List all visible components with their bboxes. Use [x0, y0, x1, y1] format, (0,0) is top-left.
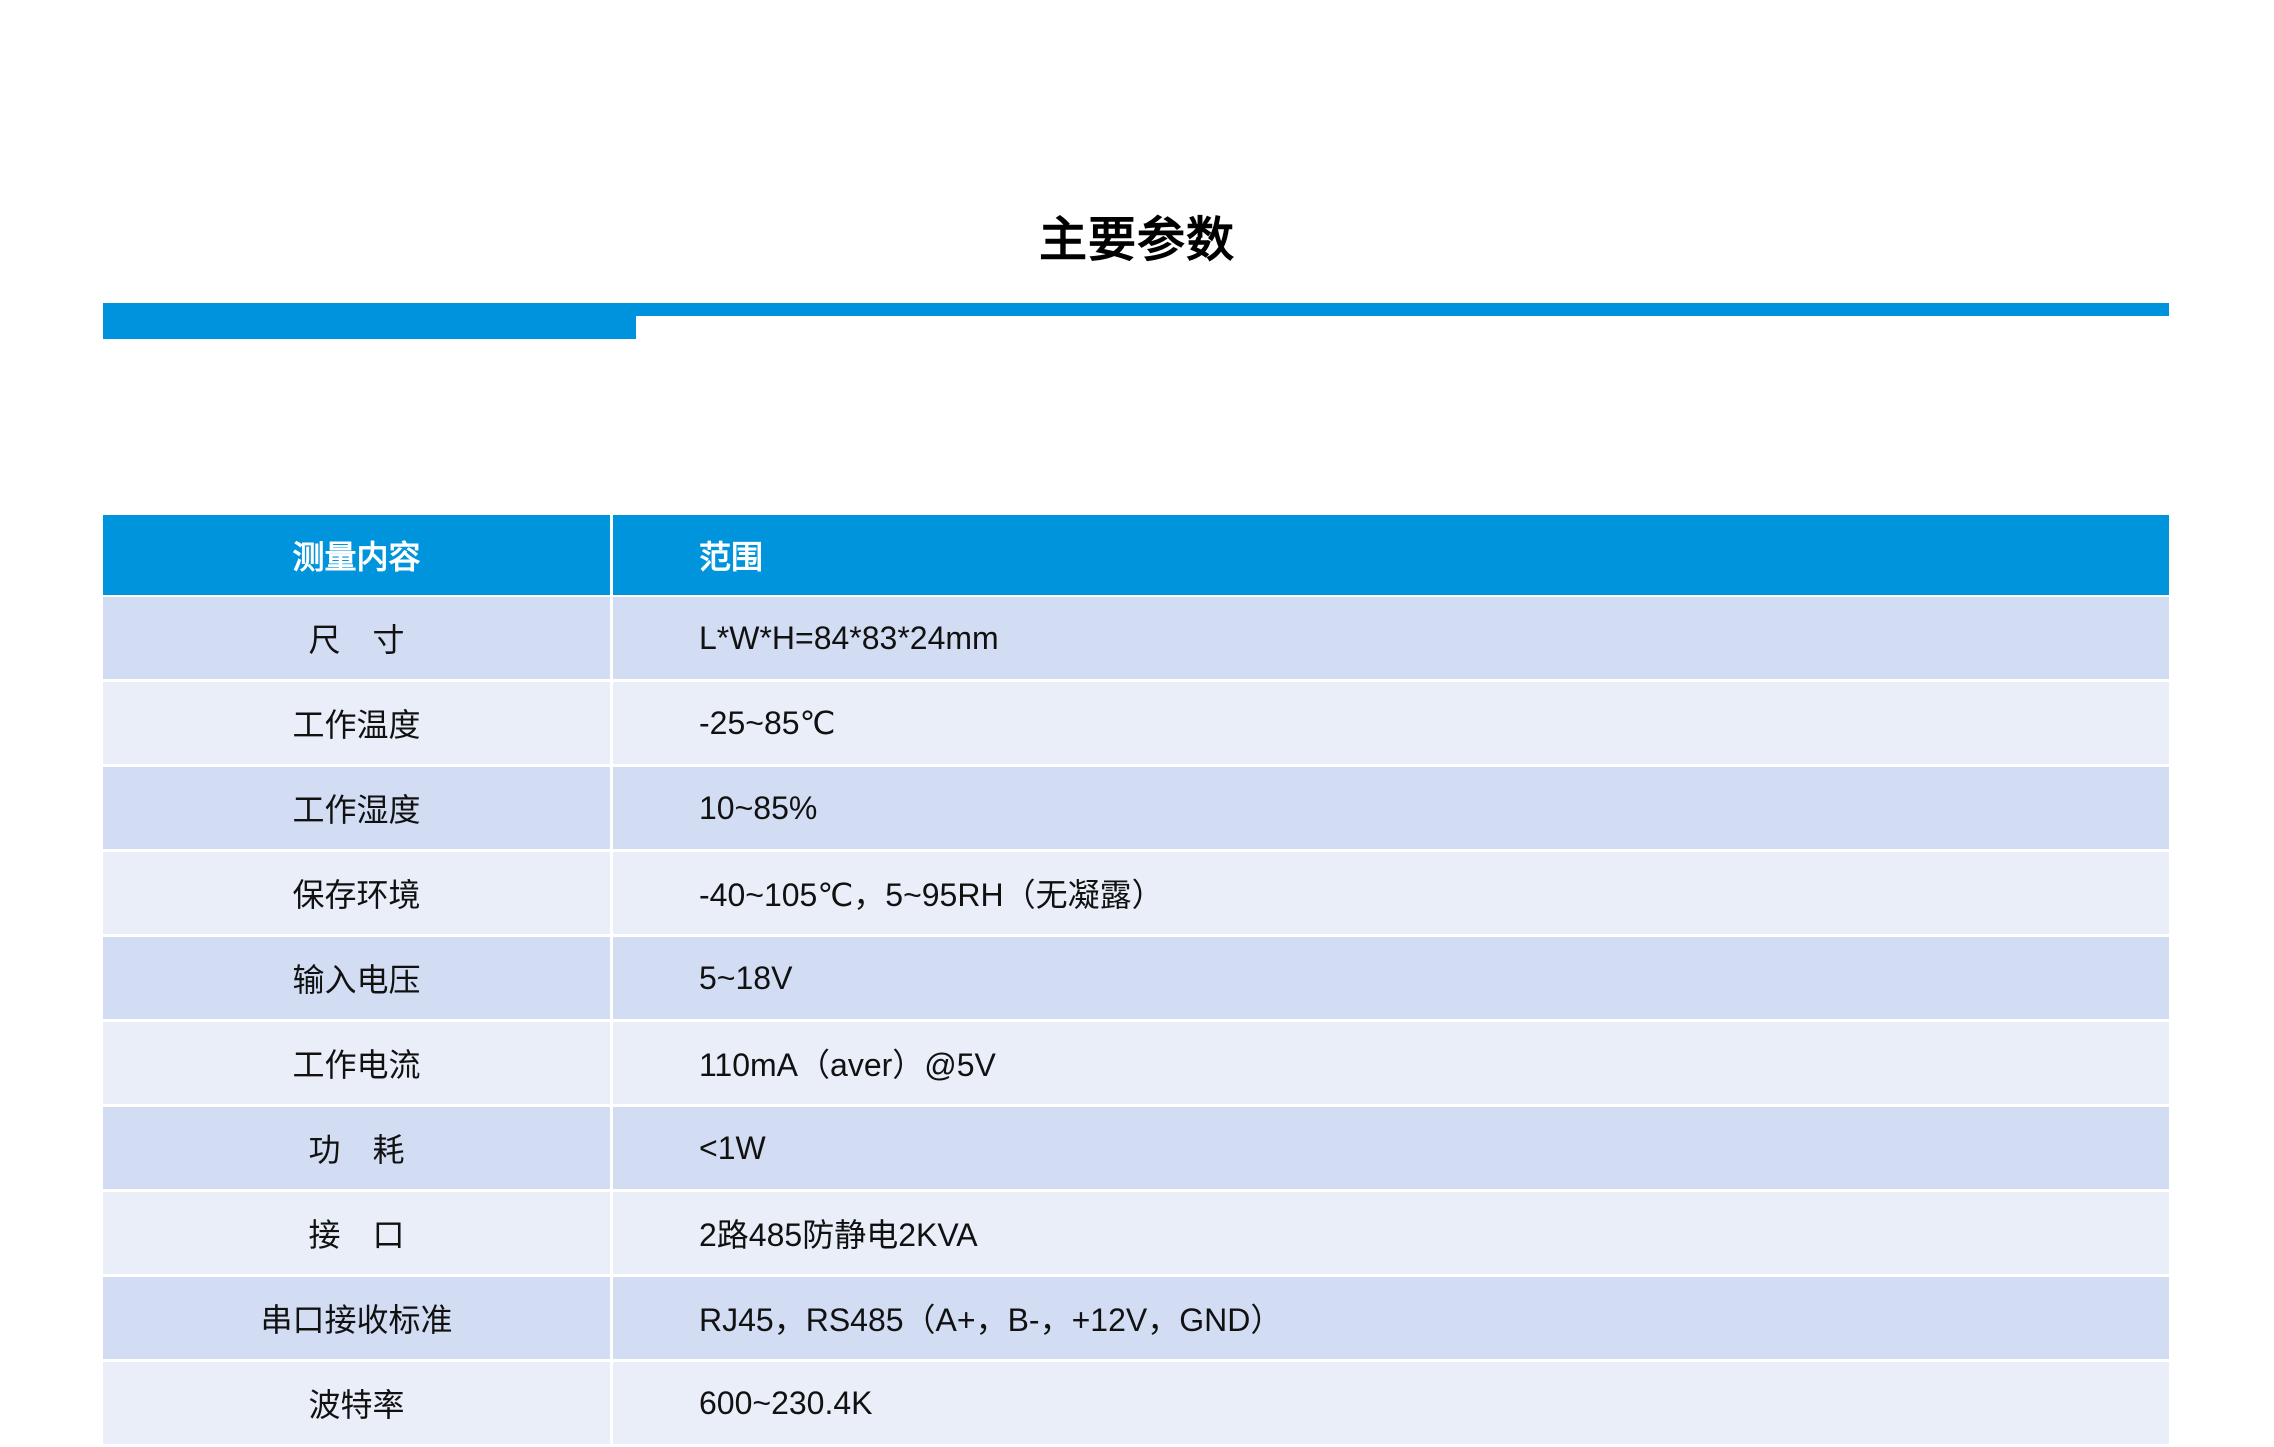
- parameter-value: -25~85℃: [613, 682, 2169, 764]
- header-range: 范围: [613, 515, 2169, 595]
- parameter-value: 110mA（aver）@5V: [613, 1022, 2169, 1104]
- parameter-value: 5~18V: [613, 937, 2169, 1019]
- table-row: 工作电流 110mA（aver）@5V: [103, 1022, 2169, 1104]
- parameters-table: 测量内容 范围 尺 寸 L*W*H=84*83*24mm 工作温度 -25~85℃ 工作…: [103, 515, 2169, 1447]
- parameter-value: L*W*H=84*83*24mm: [613, 597, 2169, 679]
- parameter-name: 输入电压: [103, 937, 610, 1019]
- table-row: 保存环境 -40~105℃，5~95RH（无凝露）: [103, 852, 2169, 934]
- parameter-value: 600~230.4K: [613, 1362, 2169, 1444]
- parameter-name: 工作温度: [103, 682, 610, 764]
- table-row: 波特率 600~230.4K: [103, 1362, 2169, 1444]
- parameter-value: <1W: [613, 1107, 2169, 1189]
- parameter-value: -40~105℃，5~95RH（无凝露）: [613, 852, 2169, 934]
- header-measurement: 测量内容: [103, 515, 610, 595]
- table-row: 输入电压 5~18V: [103, 937, 2169, 1019]
- table-row: 尺 寸 L*W*H=84*83*24mm: [103, 597, 2169, 679]
- page-title: 主要参数: [1038, 214, 1235, 267]
- parameter-value: 10~85%: [613, 767, 2169, 849]
- parameter-name: 接 口: [103, 1192, 610, 1274]
- parameter-value: 2路485防静电2KVA: [613, 1192, 2169, 1274]
- parameter-name: 工作湿度: [103, 767, 610, 849]
- parameter-name: 尺 寸: [103, 597, 610, 679]
- parameter-name: 串口接收标准: [103, 1277, 610, 1359]
- table-row: 功 耗 <1W: [103, 1107, 2169, 1189]
- table-header-row: 测量内容 范围: [103, 515, 2169, 595]
- parameter-value: RJ45，RS485（A+，B-，+12V，GND）: [613, 1277, 2169, 1359]
- table-row: 串口接收标准 RJ45，RS485（A+，B-，+12V，GND）: [103, 1277, 2169, 1359]
- parameter-name: 保存环境: [103, 852, 610, 934]
- table-row: 接 口 2路485防静电2KVA: [103, 1192, 2169, 1274]
- table-row: 工作湿度 10~85%: [103, 767, 2169, 849]
- parameter-name: 工作电流: [103, 1022, 610, 1104]
- table-row: 工作温度 -25~85℃: [103, 682, 2169, 764]
- title-divider-accent: [103, 303, 636, 339]
- parameter-name: 波特率: [103, 1362, 610, 1444]
- parameter-name: 功 耗: [103, 1107, 610, 1189]
